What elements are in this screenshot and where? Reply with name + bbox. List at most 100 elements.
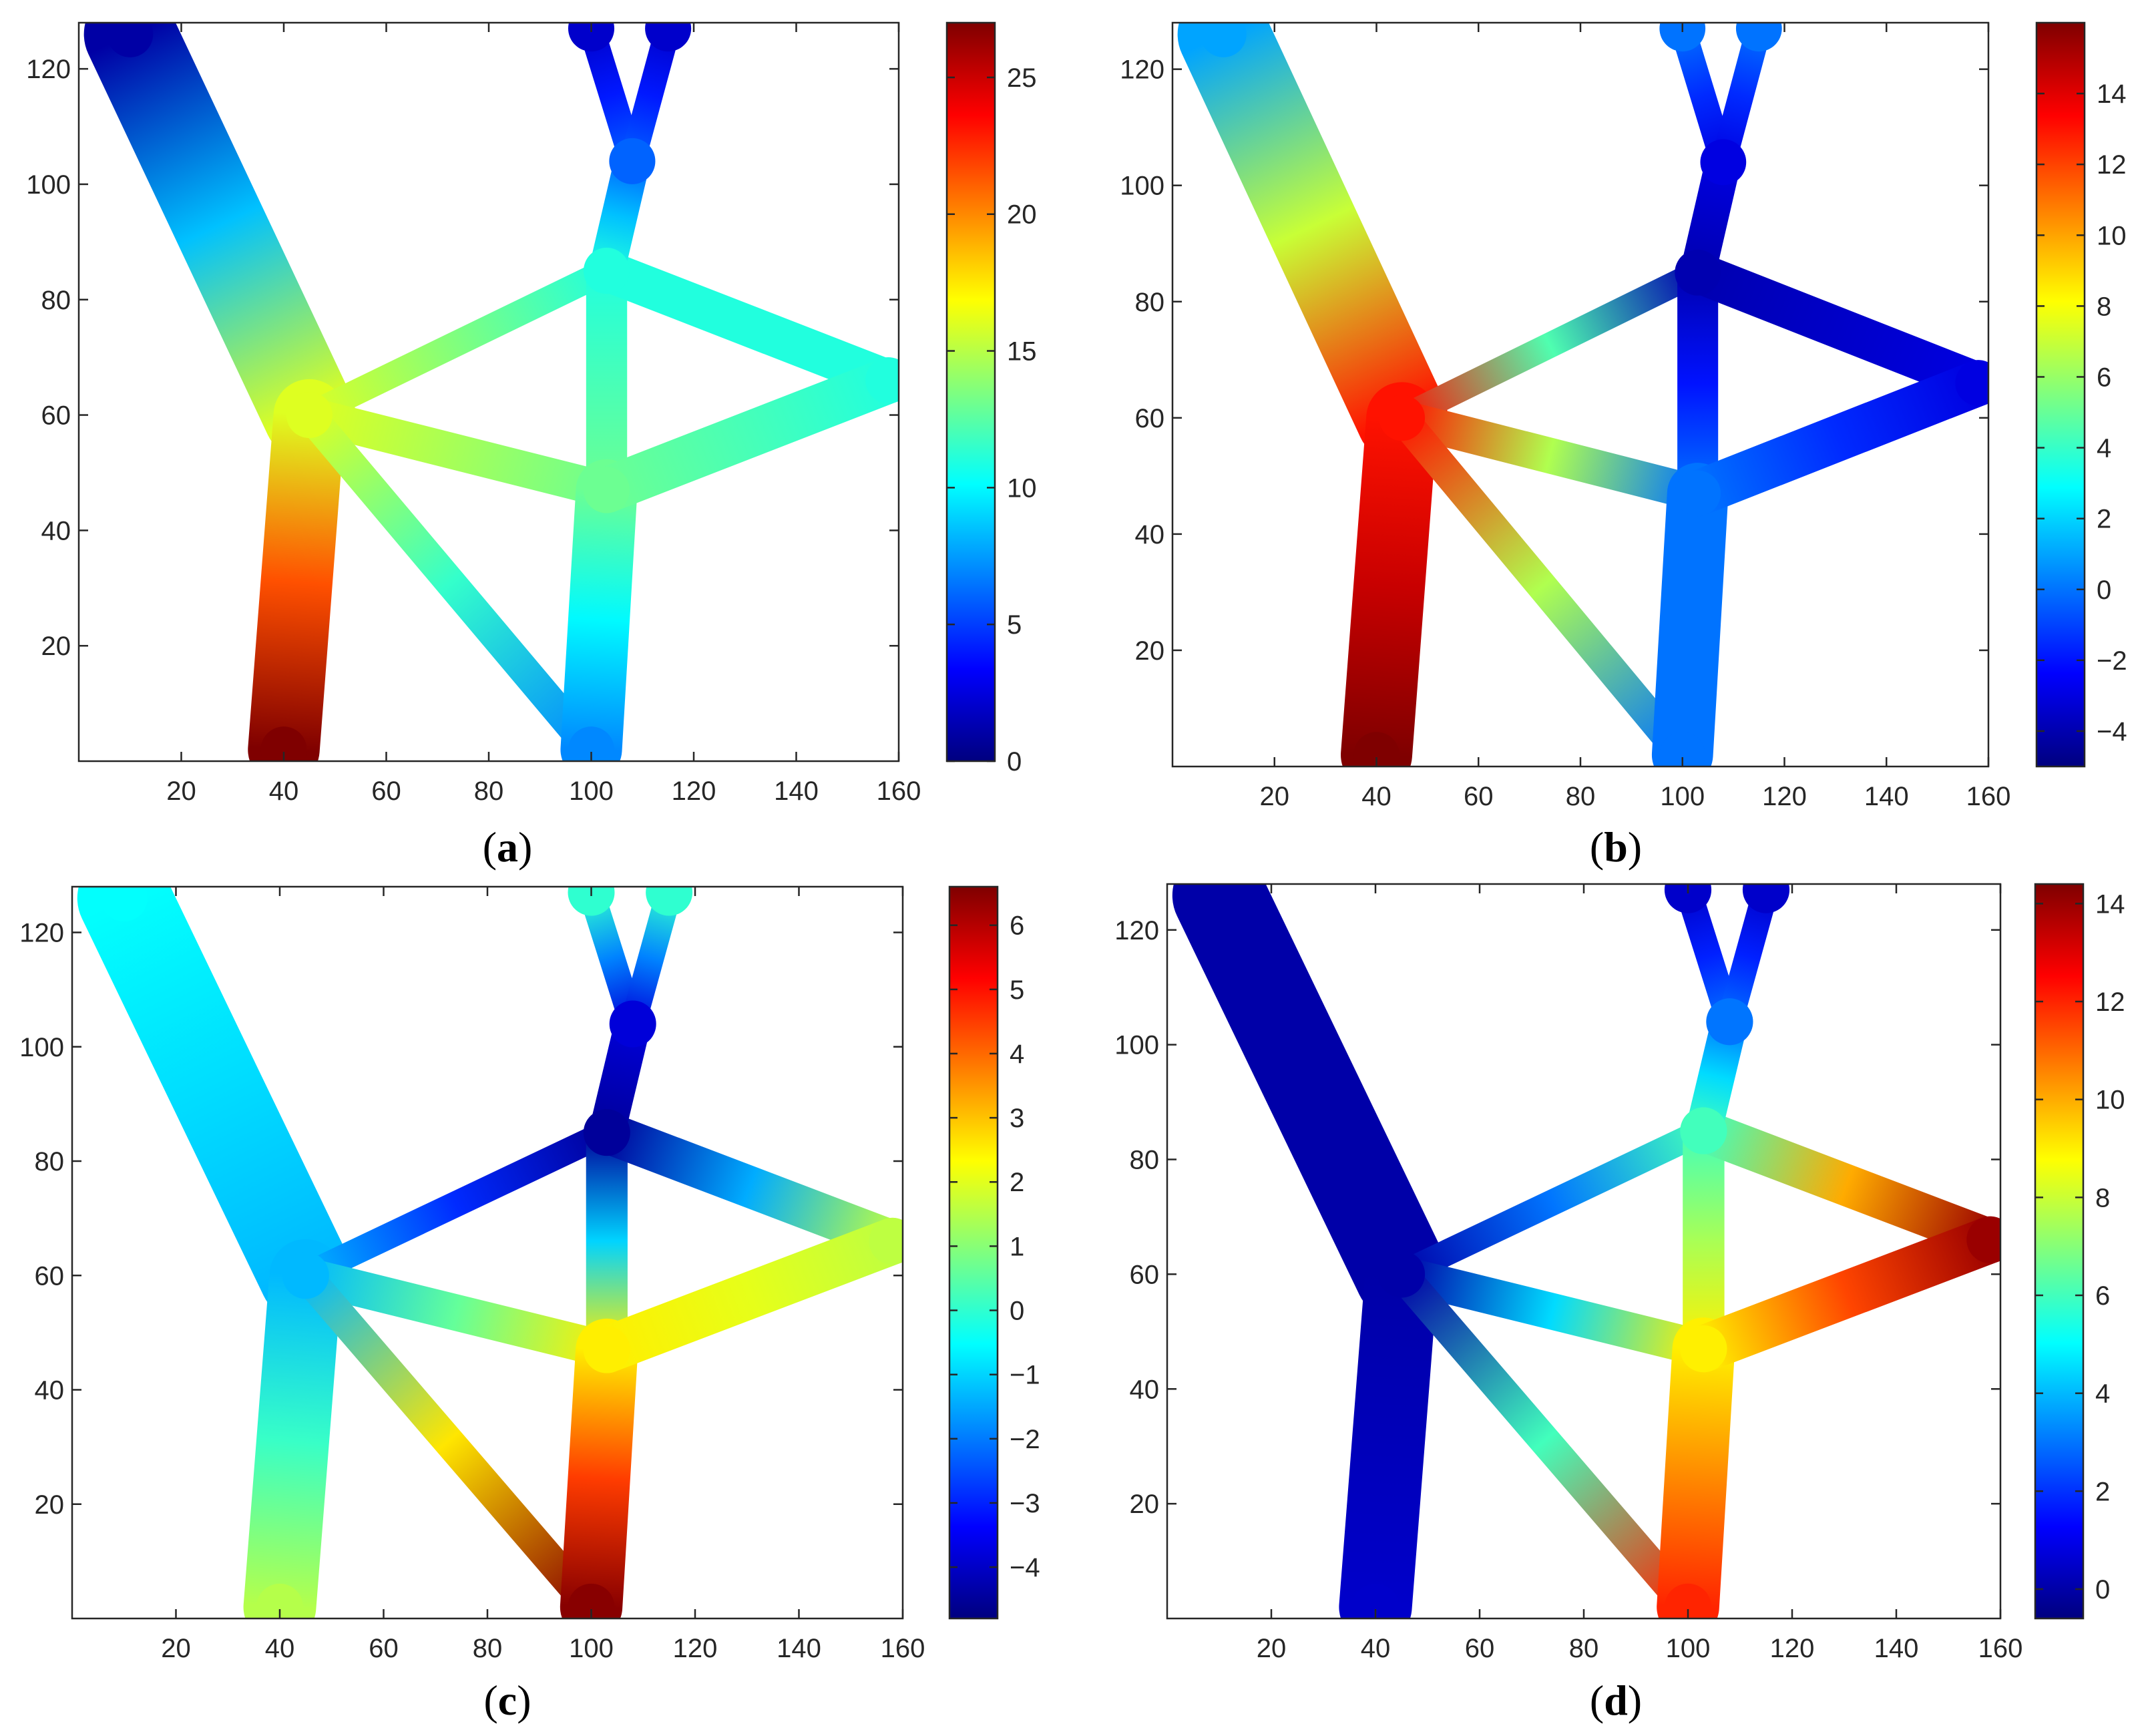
structure-node-top_left <box>100 887 148 922</box>
x-tick-label: 100 <box>569 777 614 806</box>
y-tick-label: 100 <box>1114 1031 1159 1060</box>
y-tick-label: 20 <box>1135 636 1165 666</box>
x-tick-label: 140 <box>777 1634 821 1663</box>
x-tick-label: 20 <box>166 777 196 806</box>
structure-node-mid_node <box>1675 470 1721 517</box>
colorbar-tick-label: 8 <box>2095 1183 2110 1213</box>
structure-node-support <box>260 726 307 761</box>
colorbar-tick-label: 4 <box>1010 1040 1024 1069</box>
structure-node-top_left <box>1195 884 1243 919</box>
panel-label: (c) <box>483 1677 531 1724</box>
y-tick-label: 60 <box>41 401 71 431</box>
colorbar <box>947 23 995 761</box>
structure-node-top_left <box>1201 23 1247 57</box>
x-tick-label: 120 <box>1762 782 1807 811</box>
structure-node-upper_node <box>1680 1107 1727 1154</box>
colorbar-tick-label: 4 <box>2097 434 2111 463</box>
y-tick-label: 80 <box>35 1147 65 1176</box>
structure-member <box>77 887 353 1323</box>
x-tick-label: 60 <box>369 1634 399 1663</box>
structure-node-support <box>256 1583 303 1618</box>
colorbar-tick-label: 0 <box>1007 747 1022 777</box>
structure-member <box>1383 1256 1722 1367</box>
structure <box>1172 884 2000 1618</box>
y-tick-label: 100 <box>26 170 71 200</box>
structure-member <box>1675 360 1988 517</box>
x-tick-label: 20 <box>161 1634 191 1663</box>
structure-member <box>1680 1216 2000 1373</box>
panel-b: 20 40 60 80 100 120 140 160 20 40 60 80 100 120 −4 −2 0 2… <box>1120 21 2127 871</box>
colorbar-tick-label: 2 <box>2095 1477 2110 1506</box>
colorbar-tick-label: 10 <box>2097 221 2127 250</box>
structure-node-top_fork_l <box>568 887 615 916</box>
structure <box>1177 23 1988 767</box>
x-tick-label: 40 <box>1361 1634 1391 1663</box>
structure-node-inner_top <box>609 1000 656 1048</box>
y-tick-label: 60 <box>1130 1260 1160 1289</box>
x-tick-label: 140 <box>1874 1634 1919 1663</box>
structure-member <box>1385 1258 1704 1618</box>
structure-node-bottom_node <box>568 726 615 761</box>
panel-label: (b) <box>1590 823 1642 871</box>
y-tick-label: 40 <box>35 1376 65 1405</box>
x-tick-label: 40 <box>265 1634 295 1663</box>
x-tick-label: 60 <box>371 777 401 806</box>
structure-node-right_tip <box>1955 360 1988 406</box>
colorbar-tick-label: 5 <box>1007 610 1022 640</box>
structure-node-right_tip <box>1966 1216 2000 1263</box>
x-tick-label: 100 <box>569 1634 614 1663</box>
x-tick-label: 60 <box>1465 1634 1495 1663</box>
structure-member <box>1383 400 1716 511</box>
structure-node-top_fork_r <box>1735 23 1782 52</box>
x-tick-label: 80 <box>474 777 504 806</box>
colorbar <box>2036 23 2085 767</box>
structure-node-bottom_node <box>1659 732 1706 767</box>
structure-member <box>248 379 346 761</box>
colorbar-tick-label: 6 <box>2097 363 2111 392</box>
structure-node-inner_top <box>609 138 656 184</box>
y-tick-label: 100 <box>1120 172 1164 201</box>
colorbar-tick-label: 2 <box>2097 505 2111 534</box>
colorbar-tick-label: −1 <box>1010 1361 1040 1390</box>
colorbar <box>2035 884 2083 1618</box>
structure-node-junction <box>1377 1251 1426 1298</box>
structure-member <box>583 1217 903 1373</box>
structure-node-bottom_node <box>568 1583 615 1618</box>
structure-member <box>1651 463 1729 767</box>
x-tick-label: 120 <box>673 1634 718 1663</box>
structure-member <box>1177 23 1448 464</box>
x-tick-label: 40 <box>269 777 299 806</box>
structure-member <box>294 399 607 761</box>
colorbar-tick-label: 14 <box>2095 889 2125 919</box>
colorbar-tick-label: 6 <box>1010 911 1024 941</box>
structure-member <box>287 1257 626 1368</box>
structure-member <box>292 1119 620 1289</box>
structure-member <box>1710 23 1772 175</box>
x-tick-label: 120 <box>1770 1634 1815 1663</box>
y-tick-label: 20 <box>35 1490 65 1520</box>
x-tick-label: 100 <box>1660 782 1705 811</box>
structure-node-mid_node <box>1680 1325 1727 1373</box>
panel-label: (d) <box>1590 1677 1642 1724</box>
colorbar-tick-label: 20 <box>1007 200 1037 230</box>
structure-member <box>1172 884 1449 1321</box>
structure-node-right_tip <box>865 357 899 404</box>
y-tick-label: 40 <box>1130 1375 1160 1404</box>
y-tick-label: 40 <box>1135 520 1165 550</box>
structure-member <box>243 1239 343 1618</box>
structure-node-upper_node <box>1675 249 1721 296</box>
x-tick-label: 100 <box>1666 1634 1711 1663</box>
x-tick-label: 60 <box>1464 782 1494 811</box>
x-tick-label: 40 <box>1361 782 1391 811</box>
structure-node-top_fork_r <box>1742 884 1790 913</box>
x-tick-label: 20 <box>1257 1634 1287 1663</box>
structure-member <box>583 357 899 513</box>
colorbar-tick-label: 14 <box>2097 79 2127 109</box>
structure-member <box>1386 402 1698 767</box>
structure-node-mid_node <box>583 467 630 513</box>
y-tick-label: 120 <box>26 55 71 84</box>
y-tick-label: 120 <box>1120 55 1164 85</box>
structure-member <box>586 250 899 401</box>
panel-d: 20 40 60 80 100 120 140 160 20 40 60 80 100 120 0 2 4 6 8 1… <box>1114 883 2125 1724</box>
x-tick-label: 160 <box>1978 1634 2023 1663</box>
